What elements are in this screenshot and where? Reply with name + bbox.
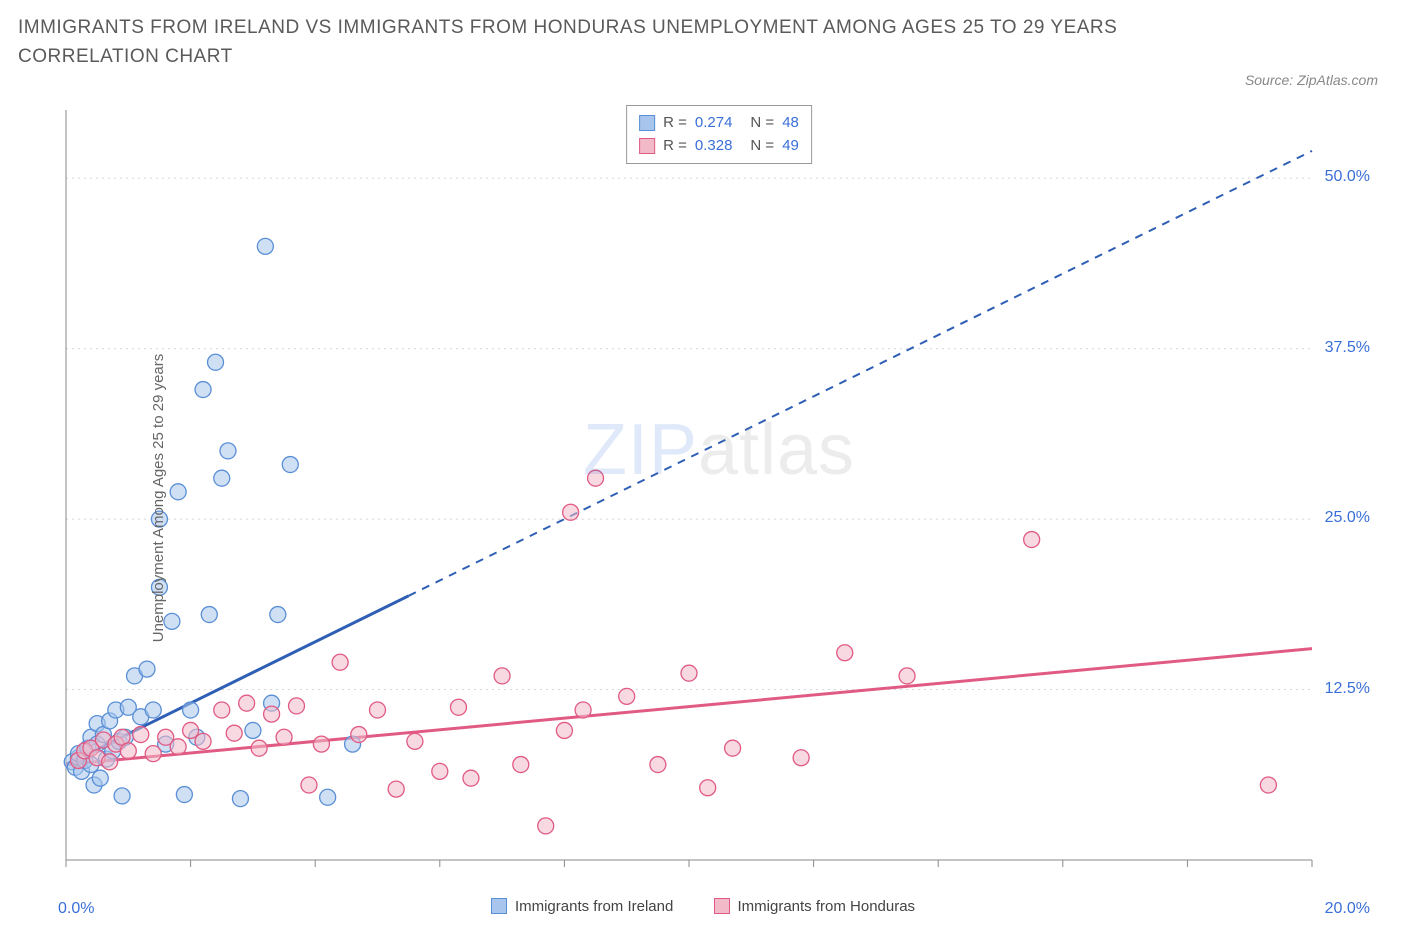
r-label: R =	[663, 135, 687, 158]
legend-item-honduras: Immigrants from Honduras	[714, 898, 916, 915]
swatch-icon	[491, 898, 507, 914]
chart-container: Unemployment Among Ages 25 to 29 years R…	[56, 105, 1382, 890]
legend-item-ireland: Immigrants from Ireland	[491, 898, 673, 915]
legend-row-honduras: R = 0.328 N = 49	[639, 135, 799, 158]
series-legend: Immigrants from Ireland Immigrants from …	[0, 898, 1406, 919]
r-value: 0.274	[695, 112, 733, 135]
correlation-legend: R = 0.274 N = 48 R = 0.328 N = 49	[626, 105, 812, 164]
y-tick-label: 25.0%	[1325, 509, 1370, 527]
series-name: Immigrants from Honduras	[738, 898, 916, 915]
y-axis-label: Unemployment Among Ages 25 to 29 years	[150, 353, 167, 642]
r-value: 0.328	[695, 135, 733, 158]
y-tick-label: 50.0%	[1325, 168, 1370, 186]
scatter-plot	[56, 105, 1382, 890]
chart-title: IMMIGRANTS FROM IRELAND VS IMMIGRANTS FR…	[18, 14, 1166, 71]
legend-row-ireland: R = 0.274 N = 48	[639, 112, 799, 135]
y-tick-label: 12.5%	[1325, 680, 1370, 698]
source-label: Source: ZipAtlas.com	[1245, 72, 1378, 88]
n-value: 48	[782, 112, 799, 135]
n-value: 49	[782, 135, 799, 158]
n-label: N =	[750, 112, 774, 135]
swatch-icon	[714, 898, 730, 914]
y-tick-label: 37.5%	[1325, 339, 1370, 357]
r-label: R =	[663, 112, 687, 135]
n-label: N =	[750, 135, 774, 158]
swatch-icon	[639, 115, 655, 131]
series-name: Immigrants from Ireland	[515, 898, 673, 915]
swatch-icon	[639, 138, 655, 154]
